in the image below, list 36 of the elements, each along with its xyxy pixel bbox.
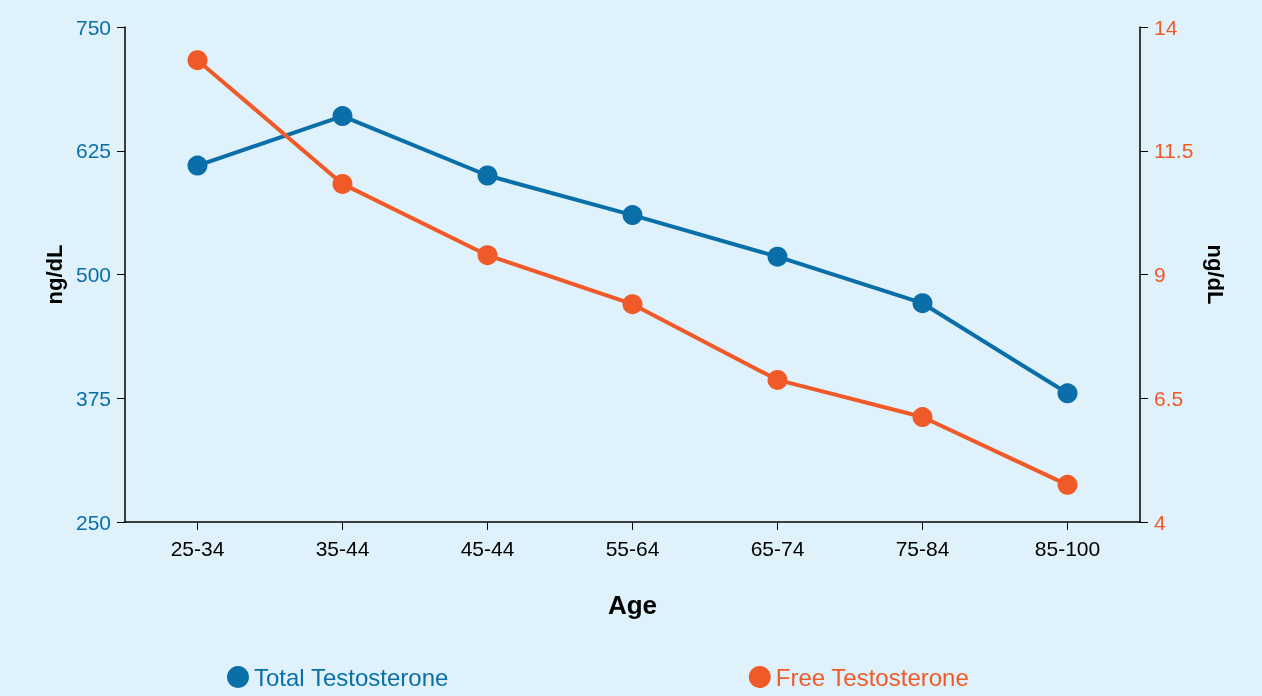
y2-tick-label: 4 <box>1154 510 1166 534</box>
x-axis-title: Age <box>607 590 658 620</box>
legend-label: Free Testosterone <box>775 663 969 691</box>
point <box>622 205 643 226</box>
point <box>187 155 208 176</box>
point <box>912 407 933 428</box>
x-tick-label: 85-100 <box>1034 537 1101 560</box>
point <box>912 293 933 314</box>
point <box>1057 474 1078 495</box>
x-tick-label: 35-44 <box>315 537 370 560</box>
y2-tick-label: 14 <box>1154 15 1178 39</box>
point <box>767 369 788 390</box>
y2-axis-title: ng/dL <box>1202 244 1228 305</box>
y-tick-label: 500 <box>75 263 111 286</box>
legend-label: Total Testosterone <box>254 663 449 691</box>
point <box>622 294 643 315</box>
y-tick-label: 625 <box>75 139 111 163</box>
point <box>332 173 353 194</box>
y-tick-label: 750 <box>75 15 111 39</box>
point <box>187 50 208 71</box>
y-axis-title: ng/dL <box>41 244 67 305</box>
point <box>477 165 498 186</box>
point <box>332 106 353 127</box>
x-tick-label: 45-44 <box>460 537 515 560</box>
y-tick-label: 250 <box>75 510 111 534</box>
y2-tick-label: 11.5 <box>1154 139 1194 163</box>
x-tick-label: 55-64 <box>605 537 660 560</box>
y2-tick-label: 9 <box>1154 263 1166 286</box>
point <box>767 246 788 267</box>
point <box>1057 383 1078 404</box>
x-tick-label: 75-84 <box>895 537 950 560</box>
x-tick-label: 65-74 <box>750 537 805 560</box>
point <box>477 245 498 266</box>
y2-tick-label: 6.5 <box>1154 386 1184 410</box>
x-tick-label: 25-34 <box>170 537 225 560</box>
y-tick-label: 375 <box>75 386 111 410</box>
